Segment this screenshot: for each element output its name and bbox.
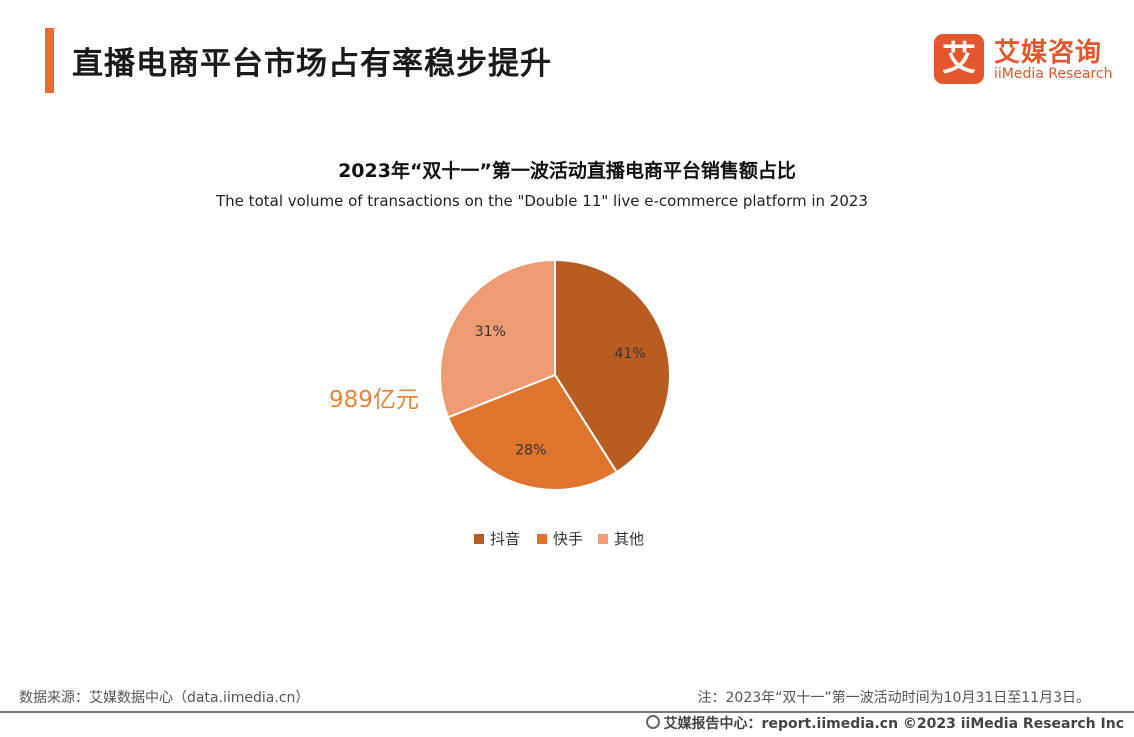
legend-label-2: 其他 <box>614 530 645 548</box>
logo-en-text: iiMedia Research <box>994 66 1113 82</box>
legend-swatch-1 <box>537 533 547 544</box>
pie-slice-2 <box>439 258 556 419</box>
legend-label-0: 抖音 <box>490 530 521 548</box>
legend-item-0: 抖音 <box>474 528 520 550</box>
legend-swatch-0 <box>474 533 484 544</box>
footer-credit-text: 艾媒报告中心：report.iimedia.cn ©2023 iiMedia R… <box>663 716 1124 732</box>
chart-subtitle: The total volume of transactions on the … <box>216 192 868 210</box>
logo-cn-text: 艾媒咨询 <box>994 38 1103 68</box>
legend-swatch-2 <box>598 533 608 544</box>
iimedia-logo: 艾 艾媒咨询 iiMedia Research <box>934 34 1114 86</box>
globe-icon <box>645 715 660 729</box>
chart-legend: 抖音 快手 其他 <box>0 528 1134 550</box>
legend-item-1: 快手 <box>537 528 583 550</box>
title-accent-bar <box>45 28 54 93</box>
page-title: 直播电商平台市场占有率稳步提升 <box>72 46 552 82</box>
pie-data-label-0: 41% <box>615 346 646 362</box>
data-source: 数据来源：艾媒数据中心（data.iimedia.cn） <box>19 690 310 706</box>
chart-title: 2023年“双十一”第一波活动直播电商平台销售额占比 <box>338 160 796 182</box>
logo-mark-char: 艾 <box>942 39 976 79</box>
footnote: 注：2023年“双十一”第一波活动时间为10月31日至11月3日。 <box>697 690 1090 706</box>
pie-data-label-1: 28% <box>515 442 546 458</box>
legend-item-2: 其他 <box>598 528 644 550</box>
pie-data-label-2: 31% <box>475 324 506 340</box>
pie-slice-1 <box>446 373 619 491</box>
legend-label-1: 快手 <box>553 530 584 548</box>
logo-mark-icon: 艾 <box>934 34 984 84</box>
footer-credit: 艾媒报告中心：report.iimedia.cn ©2023 iiMedia R… <box>645 713 1124 733</box>
footer-divider <box>0 711 1134 713</box>
total-sales-label: 989亿元 <box>329 387 419 413</box>
